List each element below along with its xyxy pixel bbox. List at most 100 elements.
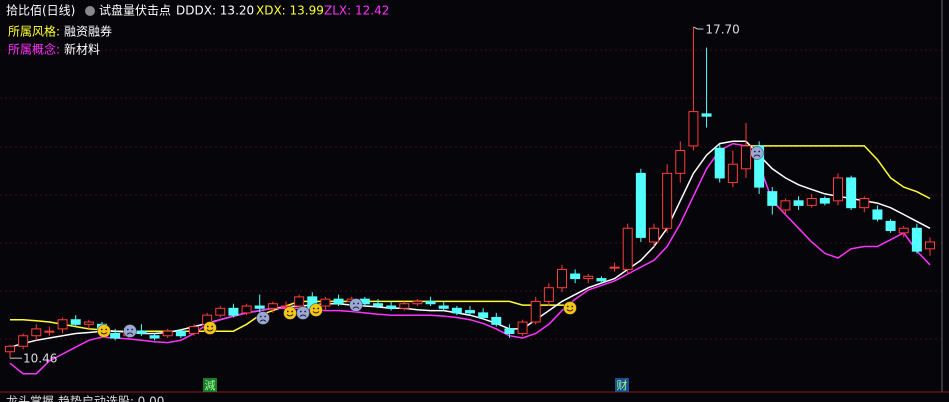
annotation-pointer	[693, 26, 704, 30]
candle-body	[635, 172, 646, 238]
candle-body	[517, 321, 528, 334]
mouth	[753, 154, 761, 157]
candle-body	[386, 305, 397, 309]
candle-body	[136, 330, 147, 334]
mouth	[126, 332, 134, 335]
face	[349, 298, 363, 312]
face	[296, 306, 310, 320]
face	[203, 321, 217, 335]
candle-body	[741, 145, 751, 170]
candle-body	[846, 177, 857, 209]
smile-icon	[309, 303, 323, 317]
marker-box	[203, 378, 217, 392]
eye	[753, 150, 756, 153]
mouth	[299, 314, 307, 317]
smile-icon	[97, 324, 111, 338]
candle-body	[175, 330, 186, 337]
indicator-line	[746, 145, 931, 200]
mouth	[566, 309, 574, 312]
candle-body	[83, 321, 94, 325]
candle-body	[491, 316, 502, 325]
candle-body	[241, 305, 252, 314]
sad-icon	[296, 306, 310, 320]
candle-body	[110, 332, 121, 339]
candle-body	[5, 345, 15, 353]
candle-body	[859, 198, 870, 209]
eye	[312, 307, 315, 310]
candle-body	[727, 163, 738, 184]
eye	[259, 315, 262, 318]
candle-body	[622, 227, 633, 270]
candle-body	[373, 303, 383, 307]
candle-body	[31, 328, 42, 337]
candle-body	[451, 307, 462, 314]
settings-icon[interactable]	[85, 6, 95, 16]
candle-body	[228, 307, 239, 316]
mouth	[352, 306, 360, 309]
eye	[206, 325, 209, 328]
candle-body	[688, 111, 699, 147]
candle-body	[18, 335, 29, 347]
candle-body	[570, 273, 581, 280]
candle-body	[833, 177, 843, 202]
low-label: 10.46	[23, 352, 57, 366]
smile-icon	[203, 321, 217, 335]
candle-body	[885, 220, 896, 232]
candle-body	[819, 198, 830, 204]
grid	[0, 49, 942, 340]
candle-body	[701, 113, 712, 117]
readout: ZLX: 12.42	[324, 4, 389, 18]
eye	[131, 328, 134, 331]
candle-body	[70, 319, 81, 325]
mouth	[259, 319, 267, 322]
eye	[317, 307, 320, 310]
concept-value: 新材料	[64, 42, 100, 57]
eye	[352, 302, 355, 305]
eye	[566, 305, 569, 308]
eye	[304, 310, 307, 313]
marker-label: 減	[205, 378, 216, 392]
candle-body	[583, 275, 594, 280]
eye	[105, 328, 108, 331]
face	[256, 311, 270, 325]
candle-body	[57, 319, 68, 330]
eye	[758, 150, 761, 153]
candle-body	[780, 200, 791, 211]
face	[283, 306, 297, 320]
candle-body	[557, 268, 567, 289]
candle-body	[911, 227, 922, 252]
candle-body	[215, 307, 226, 316]
sad-icon	[256, 311, 270, 325]
face	[123, 324, 137, 338]
high-label: 17.70	[705, 22, 739, 36]
candle-body	[333, 298, 344, 305]
candle-body	[438, 305, 449, 309]
face	[309, 303, 323, 317]
eye	[571, 305, 574, 308]
candle-body	[596, 278, 607, 282]
eye	[211, 325, 214, 328]
readouts: DDDX: 13.20 XDX: 13.99 ZLX: 12.42	[176, 4, 389, 18]
candle-body	[806, 198, 817, 206]
sad-icon	[750, 146, 764, 160]
candle-body	[162, 330, 173, 337]
candle-body	[925, 241, 935, 250]
stock-name: 拾比佰(日线)	[6, 3, 75, 18]
concept-key: 所属概念:	[8, 42, 60, 57]
sad-icon	[349, 298, 363, 312]
smile-icon	[283, 306, 297, 320]
candle-body	[254, 305, 265, 309]
candle-body	[294, 296, 305, 307]
candle-body	[149, 335, 160, 339]
eye	[100, 328, 103, 331]
eye	[357, 302, 360, 305]
marker-label: 财	[617, 378, 628, 392]
candle-body	[649, 227, 659, 243]
candle-body	[412, 300, 423, 305]
candle-body	[675, 149, 686, 174]
eye	[264, 315, 267, 318]
candle-body	[399, 303, 410, 309]
candle-body	[767, 191, 778, 206]
candle-body	[543, 287, 554, 302]
